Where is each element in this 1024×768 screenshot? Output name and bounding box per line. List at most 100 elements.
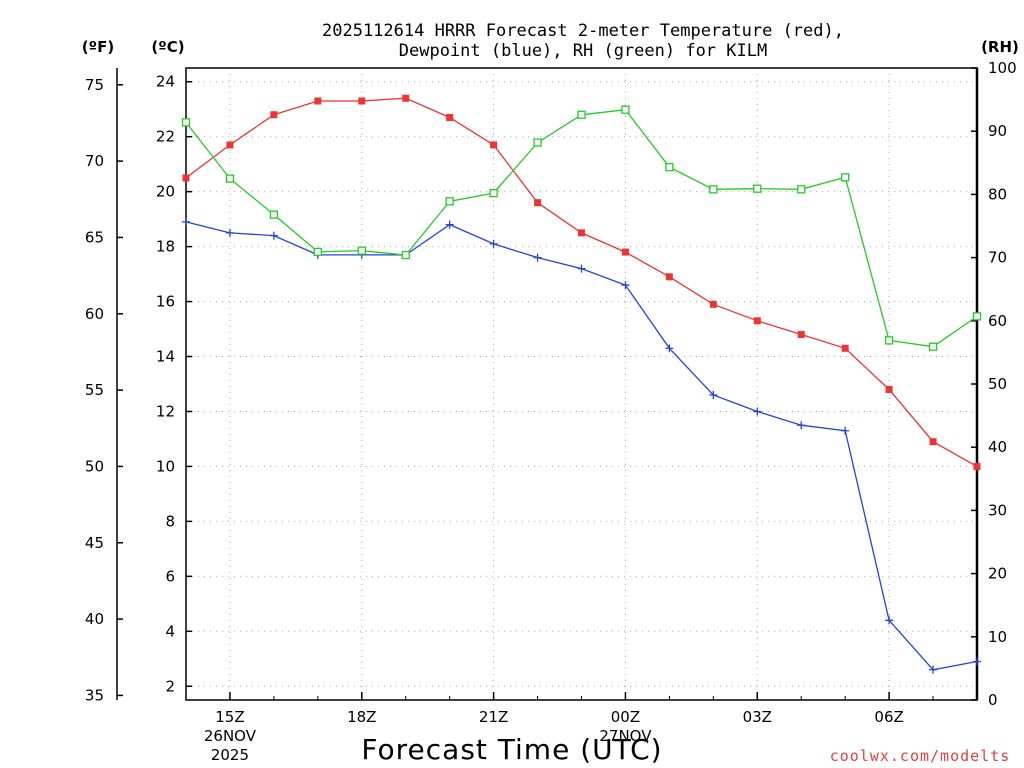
rh-point (884, 336, 894, 345)
rh-tick-label: 20 (988, 565, 1007, 583)
temperature-point (446, 113, 454, 121)
x-tick-label: 18Z (347, 708, 376, 726)
temperature-point (226, 141, 234, 149)
temperature-point (621, 248, 629, 256)
chart-title-line2: Dewpoint (blue), RH (green) for KILM (399, 41, 767, 61)
x-tick-label: 21Z (479, 708, 508, 726)
temperature-point (797, 331, 805, 339)
rh-point (181, 118, 191, 127)
rh-point (621, 105, 630, 114)
rh-point (753, 184, 762, 193)
rh-point (269, 210, 279, 219)
celsius-tick-label: 24 (156, 73, 175, 91)
x-tick-label: 03Z (743, 708, 772, 726)
rh-point (401, 250, 410, 260)
celsius-tick-label: 12 (156, 402, 175, 420)
rh-tick-label: 30 (988, 501, 1007, 519)
fahrenheit-tick-label: 45 (85, 534, 104, 552)
rh-tick-label: 100 (988, 59, 1017, 77)
rh-tick-label: 80 (988, 185, 1007, 203)
celsius-tick-label: 8 (165, 512, 175, 530)
celsius-tick-label: 2 (165, 677, 175, 695)
rh-unit-label: (RH) (981, 38, 1019, 56)
temperature-point (270, 111, 278, 119)
axes: 3540455055606570752468101214161820222401… (85, 59, 1017, 764)
celsius-tick-label: 20 (156, 183, 175, 201)
rh-point (709, 185, 718, 194)
temperature-point (402, 94, 410, 102)
rh-point (665, 163, 674, 172)
fahrenheit-tick-label: 55 (85, 381, 104, 399)
dewpoint-point (841, 426, 850, 435)
dewpoint-point (885, 616, 894, 625)
dewpoint-point (797, 421, 806, 430)
temperature-point (490, 141, 498, 149)
rh-line (185, 109, 978, 348)
plot-frame (185, 67, 978, 701)
celsius-tick-label: 10 (156, 457, 175, 475)
x-tick-date: 26NOV (204, 727, 257, 745)
dewpoint-point (709, 390, 718, 399)
temperature-point (578, 229, 585, 237)
fahrenheit-unit-label: (ºF) (82, 38, 114, 56)
dewpoint-point (225, 228, 234, 237)
celsius-tick-label: 14 (156, 348, 175, 366)
dewpoint-point (929, 665, 938, 674)
celsius-tick-label: 18 (156, 238, 175, 256)
dewpoint-point (753, 407, 762, 416)
dewpoint-point (182, 217, 190, 226)
temperature-point (973, 462, 981, 470)
rh-point (225, 174, 235, 183)
temperature-point (534, 199, 542, 207)
dewpoint-point (973, 657, 981, 666)
dewpoint-point (445, 220, 454, 229)
rh-tick-label: 70 (988, 249, 1007, 267)
rh-tick-label: 50 (988, 375, 1007, 393)
dewpoint-point (489, 239, 498, 248)
dewpoint-point (577, 264, 586, 273)
chart-title-line1: 2025112614 HRRR Forecast 2-meter Tempera… (322, 21, 844, 41)
celsius-tick-label: 16 (156, 293, 175, 311)
x-tick-label: 00Z (611, 708, 640, 726)
x-tick-year: 2025 (211, 746, 249, 764)
celsius-tick-label: 6 (165, 567, 175, 585)
fahrenheit-tick-label: 35 (85, 686, 104, 704)
fahrenheit-tick-label: 75 (85, 76, 104, 94)
rh-point (841, 173, 850, 182)
rh-point (533, 138, 542, 147)
celsius-tick-label: 4 (165, 622, 175, 640)
x-tick-label: 15Z (215, 708, 244, 726)
fahrenheit-tick-label: 40 (85, 610, 104, 628)
rh-tick-label: 10 (988, 628, 1007, 646)
rh-tick-label: 90 (988, 122, 1007, 140)
dewpoint-point (665, 344, 674, 353)
temperature-point (358, 97, 366, 105)
temperature-point (753, 317, 761, 325)
rh-point (972, 312, 982, 321)
celsius-tick-label: 22 (156, 128, 175, 146)
rh-point (357, 246, 366, 255)
rh-point (797, 185, 806, 194)
rh-point (445, 197, 454, 206)
temperature-point (709, 300, 717, 308)
temperature-point (314, 97, 322, 105)
dewpoint-line (185, 221, 978, 671)
x-axis-label: Forecast Time (UTC) (361, 733, 662, 766)
fahrenheit-tick-label: 70 (85, 152, 104, 170)
fahrenheit-tick-label: 60 (85, 305, 104, 323)
temperature-point (885, 385, 893, 393)
fahrenheit-tick-label: 65 (85, 228, 104, 246)
rh-point (928, 342, 938, 351)
data-series (181, 94, 982, 674)
temperature-point (182, 174, 190, 182)
rh-point (313, 247, 322, 257)
temperature-point (929, 438, 937, 446)
temperature-point (841, 344, 849, 352)
rh-tick-label: 40 (988, 438, 1007, 456)
rh-point (577, 110, 586, 119)
x-tick-date: 27NOV (599, 727, 652, 745)
temperature-point (665, 273, 673, 281)
dewpoint-point (533, 253, 542, 262)
rh-tick-label: 0 (988, 691, 998, 709)
